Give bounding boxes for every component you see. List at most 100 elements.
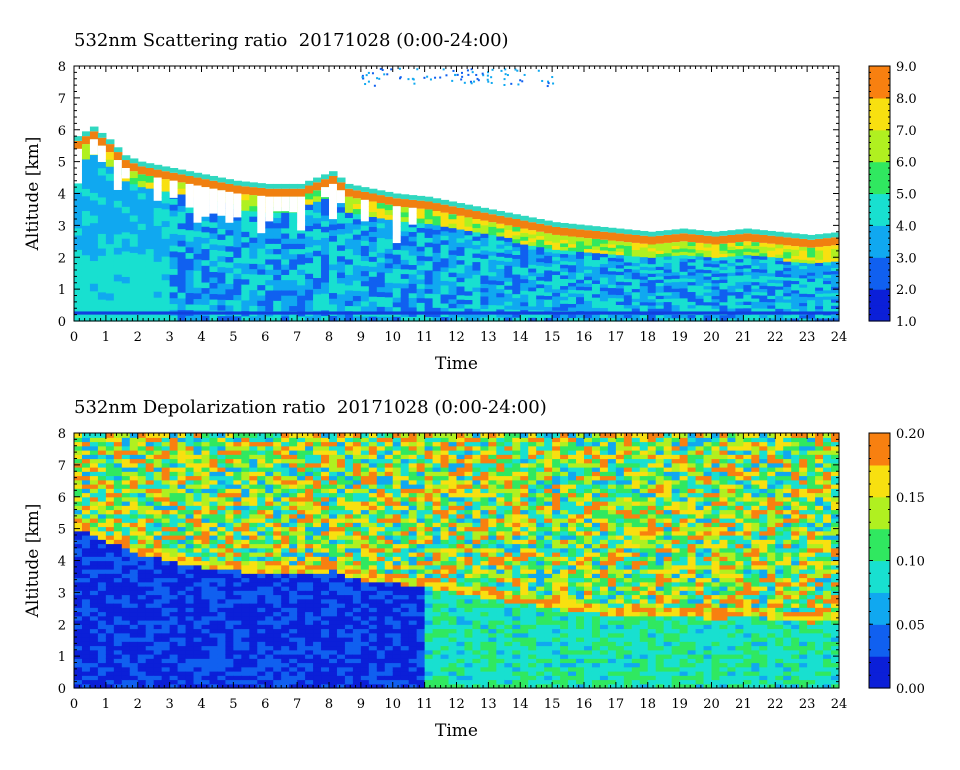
heatmap-cell <box>671 271 681 276</box>
heatmap-cell <box>289 437 298 443</box>
heatmap-cell <box>193 590 203 596</box>
heatmap-cell <box>751 261 760 266</box>
heatmap-cell <box>89 607 99 613</box>
heatmap-cell <box>695 278 705 283</box>
heatmap-cell <box>209 671 219 676</box>
heatmap-cell <box>313 190 322 197</box>
heatmap-cell <box>607 307 617 312</box>
cloud-edge-band <box>464 204 474 210</box>
heatmap-cell <box>735 294 744 299</box>
colorbar-segment <box>869 169 890 179</box>
heatmap-cell <box>74 513 83 519</box>
heatmap-cell <box>376 301 386 307</box>
heatmap-cell <box>161 471 171 477</box>
heatmap-cell <box>591 286 601 291</box>
heatmap-cell <box>169 569 179 574</box>
heatmap-cell <box>129 598 139 604</box>
heatmap-cell <box>767 279 776 283</box>
heatmap-cell <box>528 252 537 258</box>
heatmap-cell <box>177 492 187 498</box>
heatmap-cell <box>153 450 163 455</box>
heatmap-cell <box>520 290 529 295</box>
heatmap-cell <box>281 450 290 455</box>
heatmap-cell <box>831 273 840 278</box>
heatmap-cell <box>89 611 99 617</box>
heatmap-cell <box>607 257 617 262</box>
heatmap-cell <box>129 505 139 511</box>
heatmap-cell <box>281 243 290 250</box>
heatmap-cell <box>424 265 434 271</box>
cloud-edge-band <box>591 230 601 239</box>
heatmap-cell <box>81 518 91 523</box>
heatmap-cell <box>743 261 752 266</box>
heatmap-cell <box>360 280 370 287</box>
heatmap-cell <box>121 675 131 681</box>
heatmap-cell <box>89 620 99 625</box>
heatmap-cell <box>113 233 123 242</box>
heatmap-cell <box>81 556 91 562</box>
heatmap-cell <box>233 615 242 621</box>
heatmap-cell <box>105 675 115 681</box>
heatmap-cell <box>233 505 242 511</box>
heatmap-cell <box>599 249 609 254</box>
heatmap-cell <box>137 509 147 515</box>
heatmap-cell <box>512 230 521 236</box>
heatmap-cell <box>289 238 298 244</box>
heatmap-cell <box>639 314 649 319</box>
heatmap-cell <box>273 295 282 301</box>
heatmap-cell <box>249 471 258 477</box>
heatmap-cell <box>153 526 163 532</box>
cloud-edge-band <box>488 214 497 223</box>
heatmap-cell <box>281 253 290 260</box>
heatmap-cell <box>424 293 434 299</box>
heatmap-cell <box>241 632 250 638</box>
heatmap-cell <box>145 666 155 672</box>
heatmap-cell <box>193 496 203 502</box>
heatmap-cell <box>89 586 99 591</box>
heatmap-cell <box>153 488 163 494</box>
heatmap-cell <box>209 666 219 672</box>
heatmap-cell <box>305 509 314 515</box>
heatmap-cell <box>384 316 394 322</box>
heatmap-cell <box>552 249 561 254</box>
heatmap-cell <box>129 227 139 235</box>
heatmap-cell <box>169 641 179 647</box>
heatmap-cell <box>145 552 155 557</box>
heatmap-cell <box>281 295 290 301</box>
heatmap-cell <box>560 267 569 272</box>
heatmap-cell <box>177 496 187 502</box>
heatmap-cell <box>217 255 227 262</box>
heatmap-cell <box>743 274 752 279</box>
heatmap-cell <box>273 458 282 464</box>
heatmap-cell <box>544 233 553 238</box>
sparse-echo <box>373 84 376 87</box>
sparse-echo <box>541 79 544 82</box>
heatmap-cell <box>791 314 800 319</box>
heatmap-cell <box>783 283 792 287</box>
heatmap-cell <box>145 454 155 460</box>
heatmap-cell <box>193 573 203 579</box>
heatmap-cell <box>305 590 314 596</box>
heatmap-cell <box>169 632 179 638</box>
heatmap-cell <box>185 229 195 236</box>
heatmap-cell <box>241 462 250 468</box>
heatmap-cell <box>137 272 147 279</box>
heatmap-cell <box>313 530 322 536</box>
heatmap-cell <box>105 645 115 651</box>
heatmap-cell <box>121 581 131 587</box>
heatmap-cell <box>105 513 115 519</box>
heatmap-cell <box>169 280 179 287</box>
heatmap-cell <box>528 294 537 299</box>
heatmap-cell <box>225 586 234 591</box>
heatmap-cell <box>137 679 147 685</box>
heatmap-cell <box>623 258 633 263</box>
heatmap-cell <box>249 237 258 243</box>
heatmap-cell <box>671 291 681 296</box>
heatmap-cell <box>289 479 298 485</box>
heatmap-cell <box>161 556 171 562</box>
heatmap-cell <box>89 654 99 659</box>
heatmap-cell <box>289 305 298 312</box>
heatmap-cell <box>576 265 585 270</box>
heatmap-cell <box>89 454 99 460</box>
heatmap-cell <box>225 496 234 502</box>
